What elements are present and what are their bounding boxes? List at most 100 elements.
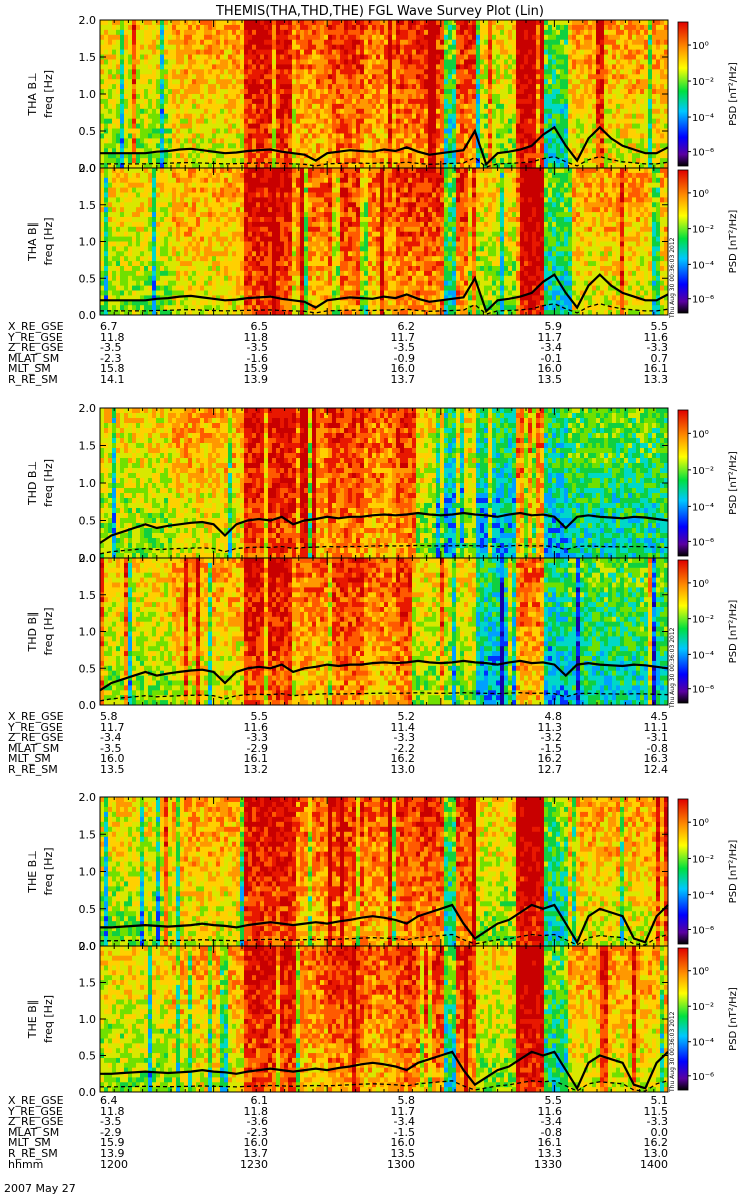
ephemeris-row: MLAT_SM -3.5 -2.9 -2.2 -1.5 -0.8: [0, 743, 750, 755]
panel-label: THD B⊥: [26, 461, 39, 506]
spectrogram-panel-5: 0.0 0.5 1.0 1.5 2.0 THE B⊥ freq [Hz] 10⁰ 10⁻² 10⁻…: [26, 791, 739, 953]
ephemeris-value: 11.4: [371, 722, 416, 734]
colorbar-tick-label: 10⁻⁴: [692, 113, 714, 124]
colorbar-tick-label: 10⁰: [692, 429, 709, 440]
spectrogram-panel-4: 0.0 0.5 1.0 1.5 2.0 THD B∥ freq [Hz] 10⁰ 10⁻² 10⁻…: [26, 552, 739, 712]
colorbar-tick-label: 10⁻⁶: [692, 926, 714, 937]
ephemeris-value: -0.1: [518, 353, 562, 365]
ephemeris-value: -3.4: [371, 1116, 415, 1128]
ephemeris-value: 11.8: [224, 1106, 269, 1118]
heatmap-cells: [100, 168, 669, 316]
ephemeris-value: 0.7: [624, 353, 669, 365]
y-tick-label: 1.5: [79, 589, 97, 602]
colorbar-tick-label: 10⁻²: [692, 854, 714, 865]
spectrogram-panel-6: 0.0 0.5 1.0 1.5 2.0 THE B∥ freq [Hz] 10⁰ 10⁻² 10⁻…: [26, 940, 739, 1099]
ephemeris-value: 6.7: [100, 321, 144, 333]
gyrofrequency-line: [100, 273, 669, 314]
ephemeris-value: 13.5: [518, 374, 563, 386]
colorbar-tick-label: 10⁻⁶: [692, 685, 714, 696]
ephemeris-value: 13.0: [624, 1148, 669, 1160]
ephemeris-value: -3.4: [518, 1116, 562, 1128]
ephemeris-label: X_RE_GSE: [8, 321, 64, 333]
ephemeris-value: -3.6: [224, 1116, 268, 1128]
y-tick-label: 0.0: [79, 699, 97, 712]
timestamp-label: Thu Aug 30 00:36:03 2012: [669, 237, 676, 319]
spectrogram-panel-3: 0.0 0.5 1.0 1.5 2.0 THD B⊥ freq [Hz] 10⁰ 10⁻² 10⁻…: [26, 402, 739, 565]
colorbar: [677, 409, 689, 557]
ephemeris-row: MLT_SM 15.8 15.9 16.0 16.0 16.1: [0, 364, 750, 375]
colorbar-tick-label: 10⁰: [692, 41, 709, 52]
gyrofrequency-line: [99, 659, 669, 692]
colorbar-tick-label: 10⁰: [692, 818, 709, 829]
ephemeris-value: 5.5: [224, 711, 269, 723]
y-tick-label: 1.0: [79, 88, 97, 101]
ephemeris-row: R_RE_SM 13.5 13.2 13.0 12.7 12.4: [0, 764, 750, 776]
ephemeris-label: X_RE_GSE: [8, 711, 64, 723]
y-tick-label: 0.5: [79, 662, 97, 675]
ephemeris-value: 12.7: [518, 764, 563, 776]
colorbar-tick-label: 10⁰: [692, 967, 709, 978]
colorbar-tick-label: 10⁻²: [692, 77, 714, 88]
ephemeris-label: MLAT_SM: [8, 743, 59, 755]
dashed-reference-line: [100, 303, 669, 315]
ephemeris-label: Z_RE_GSE: [8, 342, 64, 354]
dashed-reference-line: [100, 155, 669, 168]
ephemeris-value: 11.7: [518, 332, 563, 344]
y-tick-label: 1.5: [79, 51, 97, 64]
ephemeris-value: -0.8: [624, 743, 668, 755]
y-tick-label: 0.0: [79, 1086, 97, 1099]
panel-label: THE B∥: [26, 1000, 39, 1039]
y-tick-label: 0.0: [79, 162, 97, 175]
ephemeris-value: 1300: [371, 1159, 415, 1171]
ephemeris-value: 5.5: [624, 321, 669, 333]
ephemeris-value: -3.4: [100, 732, 144, 744]
ephemeris-value: 5.8: [100, 711, 144, 723]
colorbar-tick-label: 10⁻⁶: [692, 148, 714, 159]
y-tick-label: 1.5: [79, 828, 97, 841]
ephemeris-value: 5.8: [371, 1095, 416, 1107]
ephemeris-value: -2.9: [224, 743, 268, 755]
y-tick-label: 1.0: [79, 236, 97, 249]
ephemeris-label: MLAT_SM: [8, 1127, 59, 1139]
ephemeris-value: 4.8: [518, 711, 563, 723]
ephemeris-value: -3.1: [624, 732, 668, 744]
ephemeris-value: 16.0: [518, 364, 563, 375]
colorbar-label: PSD [nT²/Hz]: [728, 210, 739, 274]
y-tick-label: 0.0: [79, 552, 97, 565]
ephemeris-row: Y_RE_GSE 11.7 11.6 11.4 11.3 11.1: [0, 722, 750, 734]
ephemeris-label: hhmm: [8, 1159, 43, 1171]
freq-axis-label: freq [Hz]: [42, 607, 55, 655]
ephemeris-row: MLAT_SM -2.9 -2.3 -1.5 -0.8 0.0: [0, 1127, 750, 1139]
ephemeris-value: 13.5: [100, 764, 144, 776]
ephemeris-row: MLT_SM 16.0 16.1 16.2 16.2 16.3: [0, 754, 750, 765]
y-tick-label: 2.0: [79, 402, 97, 415]
ephemeris-value: -3.3: [371, 732, 415, 744]
ephemeris-value: 11.5: [624, 1106, 669, 1118]
ephemeris-label: MLAT_SM: [8, 353, 59, 365]
ephemeris-value: 16.1: [518, 1138, 563, 1149]
ephemeris-row: R_RE_SM 13.9 13.7 13.5 13.3 13.0: [0, 1148, 750, 1160]
colorbar-tick-label: 10⁰: [692, 189, 709, 200]
y-tick-label: 1.0: [79, 1013, 97, 1026]
ephemeris-label: R_RE_SM: [8, 764, 58, 776]
ephemeris-value: 13.7: [224, 1148, 269, 1160]
colorbar-tick-label: 10⁻⁴: [692, 650, 714, 661]
ephemeris-value: 13.7: [371, 374, 416, 386]
y-tick-label: 2.0: [79, 940, 97, 953]
ephemeris-value: 6.1: [224, 1095, 269, 1107]
y-tick-label: 0.0: [79, 309, 97, 322]
ephemeris-value: 11.1: [624, 722, 669, 734]
ephemeris-value: 16.0: [371, 1138, 416, 1149]
y-tick-label: 1.5: [79, 199, 97, 212]
ephemeris-value: 11.8: [100, 332, 144, 344]
colorbar-tick-label: 10⁻²: [692, 466, 714, 477]
ephemeris-row: MLAT_SM -2.3 -1.6 -0.9 -0.1 0.7: [0, 353, 750, 365]
y-tick-label: 1.5: [79, 440, 97, 453]
colorbar-tick-label: 10⁰: [692, 579, 709, 590]
ephemeris-value: 14.1: [100, 374, 144, 386]
y-tick-label: 1.0: [79, 866, 97, 879]
ephemeris-value: 5.2: [371, 711, 416, 723]
y-tick-label: 0.5: [79, 515, 97, 528]
colorbar: [677, 798, 689, 945]
